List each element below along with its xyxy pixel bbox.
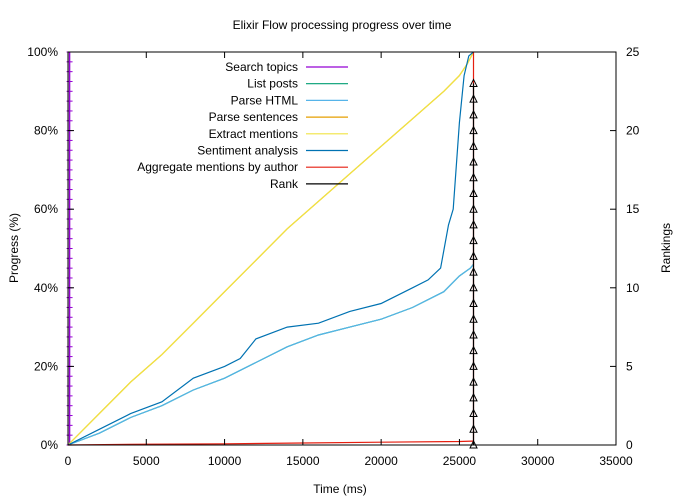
- y-tick-label: 20%: [34, 359, 58, 373]
- series-point: [469, 125, 478, 135]
- y-tick-label: 0%: [41, 438, 59, 452]
- series-point: [469, 219, 478, 229]
- y-tick-label: 60%: [34, 202, 58, 216]
- legend-label: Aggregate mentions by author: [137, 160, 298, 174]
- series-point: [469, 266, 478, 276]
- x-tick-label: 15000: [286, 454, 320, 468]
- x-axis-title: Time (ms): [313, 482, 367, 496]
- y2-tick-label: 20: [626, 124, 640, 138]
- y2-tick-label: 25: [626, 45, 640, 59]
- series-4: [67, 51, 475, 446]
- legend-label: Parse HTML: [231, 93, 299, 107]
- legend-label: Search topics: [225, 60, 298, 74]
- y2-tick-label: 10: [626, 281, 640, 295]
- x-tick-label: 20000: [364, 454, 398, 468]
- series-2: [67, 263, 474, 446]
- legend-label: List posts: [247, 77, 298, 91]
- series-7: [469, 78, 478, 449]
- legend-label: Sentiment analysis: [197, 144, 298, 158]
- y-axis-title: Progress (%): [7, 213, 21, 283]
- series-point: [469, 298, 478, 308]
- series-point: [469, 78, 478, 87]
- series-point: [469, 329, 478, 339]
- series-point: [469, 235, 478, 245]
- series-line: [67, 263, 474, 446]
- series-point: [469, 204, 478, 213]
- x-tick-label: 30000: [521, 454, 555, 468]
- series-point: [469, 392, 478, 402]
- series-point: [469, 282, 478, 292]
- series-5: [67, 51, 474, 446]
- legend: Search topics List posts Parse HTML Parse s…: [137, 60, 348, 191]
- x-tick-label: 25000: [443, 454, 477, 468]
- y-tick-label: 40%: [34, 281, 58, 295]
- x-tick-label: 0: [65, 454, 72, 468]
- y2-axis-title: Rankings: [659, 223, 673, 273]
- x-tick-label: 5000: [133, 454, 160, 468]
- series-point: [469, 141, 478, 150]
- x-tick-label: 35000: [599, 454, 633, 468]
- y2-tick-label: 5: [626, 359, 633, 373]
- series-point: [469, 251, 478, 260]
- plot-frame: [67, 51, 617, 446]
- series-point: [469, 424, 478, 433]
- series-point: [469, 109, 478, 119]
- series-line: [67, 51, 474, 446]
- series-point: [469, 172, 478, 182]
- series-point: [469, 377, 478, 386]
- y2-tick-label: 15: [626, 202, 640, 216]
- series-0: [66, 51, 73, 446]
- x-tick-label: 10000: [208, 454, 242, 468]
- y2-tick-label: 0: [626, 438, 633, 452]
- legend-label: Rank: [270, 177, 299, 191]
- legend-label: Parse sentences: [209, 110, 298, 124]
- series-point: [469, 188, 478, 197]
- series-point: [469, 314, 478, 323]
- y-tick-label: 100%: [27, 45, 58, 59]
- series-point: [469, 408, 478, 418]
- series-point: [469, 361, 478, 370]
- series-point: [469, 345, 478, 355]
- series-point: [469, 94, 478, 103]
- y-tick-label: 80%: [34, 124, 58, 138]
- series-point: [469, 156, 478, 166]
- legend-label: Extract mentions: [209, 127, 298, 141]
- series-line: [67, 51, 475, 446]
- chart-title: Elixir Flow processing progress over tim…: [233, 18, 452, 32]
- tick-layer: 0 5000 10000 15000 20000 25000 30000 35000 0% 20%…: [27, 45, 639, 468]
